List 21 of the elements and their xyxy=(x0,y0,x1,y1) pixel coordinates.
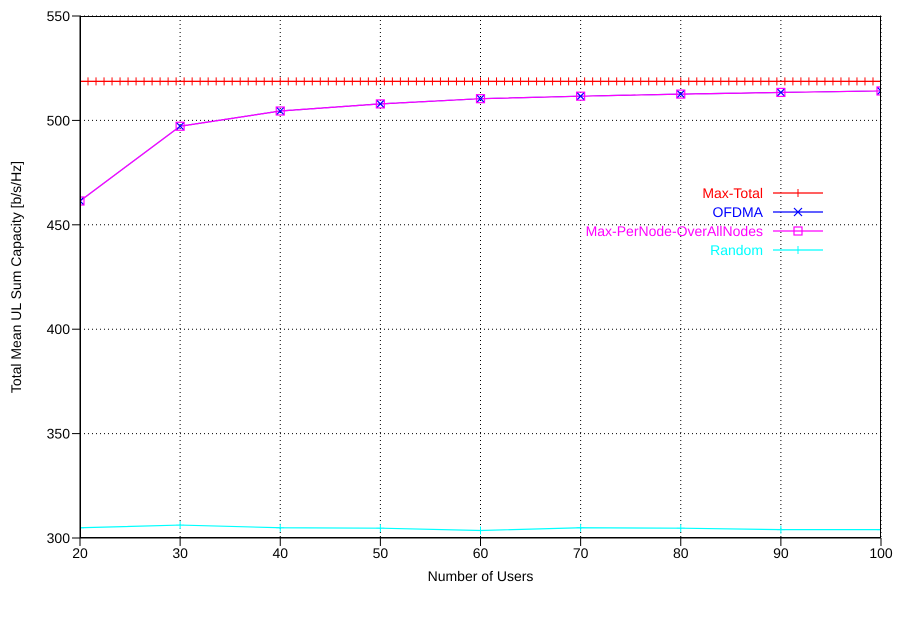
x-axis-title: Number of Users xyxy=(428,568,534,584)
x-tick-label: 50 xyxy=(372,544,388,561)
x-tick-label: 100 xyxy=(869,544,893,561)
x-tick-label: 40 xyxy=(272,544,288,561)
y-tick-label: 350 xyxy=(46,426,70,442)
y-axis-title: Total Mean UL Sum Capacity [b/s/Hz] xyxy=(8,160,24,394)
legend-label: Random xyxy=(710,242,763,258)
x-tick-label: 80 xyxy=(672,544,689,561)
x-tick-label: 70 xyxy=(572,544,589,561)
y-tick-label: 400 xyxy=(46,321,70,338)
x-tick-label: 30 xyxy=(172,544,188,561)
x-tick-label: 20 xyxy=(72,544,88,561)
x-tick-label: 90 xyxy=(773,544,789,561)
legend-label: OFDMA xyxy=(712,204,763,220)
x-tick-label: 60 xyxy=(472,544,488,561)
y-tick-label: 450 xyxy=(46,216,70,233)
legend-label: Max-PerNode-OverAllNodes xyxy=(586,222,763,238)
legend-label: Max-Total xyxy=(702,184,763,200)
y-tick-label: 550 xyxy=(46,8,70,24)
y-tick-label: 300 xyxy=(46,530,70,546)
y-tick-label: 500 xyxy=(46,112,70,128)
